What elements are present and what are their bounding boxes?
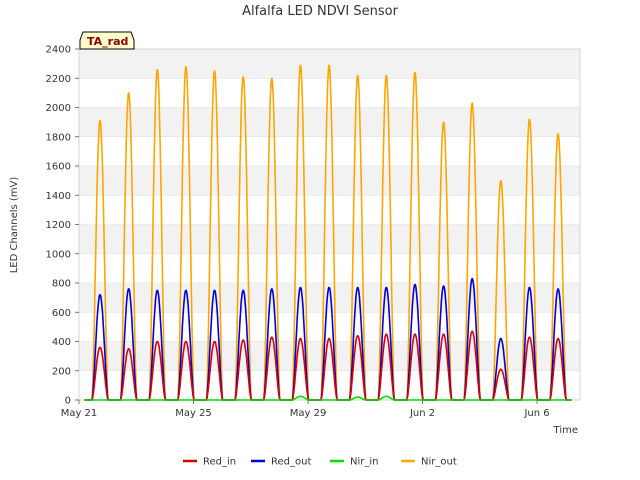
legend: Red_in Red_out Nir_in Nir_out xyxy=(183,457,457,468)
y-tick-label: 800 xyxy=(52,279,71,290)
x-tick-label: May 29 xyxy=(290,408,327,419)
x-tick-label: May 25 xyxy=(175,408,212,419)
legend-label: Red_in xyxy=(203,457,236,468)
y-tick-label: 1600 xyxy=(46,162,71,173)
badge-label: TA_rad xyxy=(87,35,128,48)
x-tick-label: May 21 xyxy=(61,408,98,419)
y-tick-label: 1000 xyxy=(46,249,71,260)
series-line-nir-in xyxy=(84,395,572,401)
x-tick-label: Jun 2 xyxy=(409,408,435,419)
y-tick-label: 400 xyxy=(52,337,71,348)
y-tick-label: 1200 xyxy=(46,220,71,231)
grid-band xyxy=(79,166,580,196)
legend-label: Red_out xyxy=(271,457,311,468)
plot-background xyxy=(78,48,581,401)
legend-label: Nir_out xyxy=(421,457,457,468)
x-axis-label: Time xyxy=(553,425,578,436)
y-axis-ticks: 0 200 400 600 800 1000 1200 1400 1600 1800 2000 220… xyxy=(46,45,79,407)
badge-shape xyxy=(79,31,135,50)
grid-band xyxy=(79,107,580,137)
y-tick-label: 1400 xyxy=(46,191,71,202)
x-axis-ticks: May 21 May 25 May 29 Jun 2 Jun 6 xyxy=(61,400,550,419)
y-tick-label: 2000 xyxy=(46,103,71,114)
y-tick-label: 2200 xyxy=(46,74,71,85)
chart-title: Alfalfa LED NDVI Sensor xyxy=(242,4,399,19)
y-tick-label: 200 xyxy=(52,366,71,377)
y-tick-label: 2400 xyxy=(46,45,71,56)
legend-label: Nir_in xyxy=(350,457,379,468)
x-tick-label: Jun 6 xyxy=(523,408,549,419)
y-tick-label: 600 xyxy=(52,308,71,319)
y-tick-label: 1800 xyxy=(46,132,71,143)
series-lines xyxy=(84,64,572,401)
ta-rad-badge: TA_rad xyxy=(79,31,135,50)
y-tick-label: 0 xyxy=(65,396,71,407)
y-axis-label: LED Channels (mV) xyxy=(9,177,20,274)
